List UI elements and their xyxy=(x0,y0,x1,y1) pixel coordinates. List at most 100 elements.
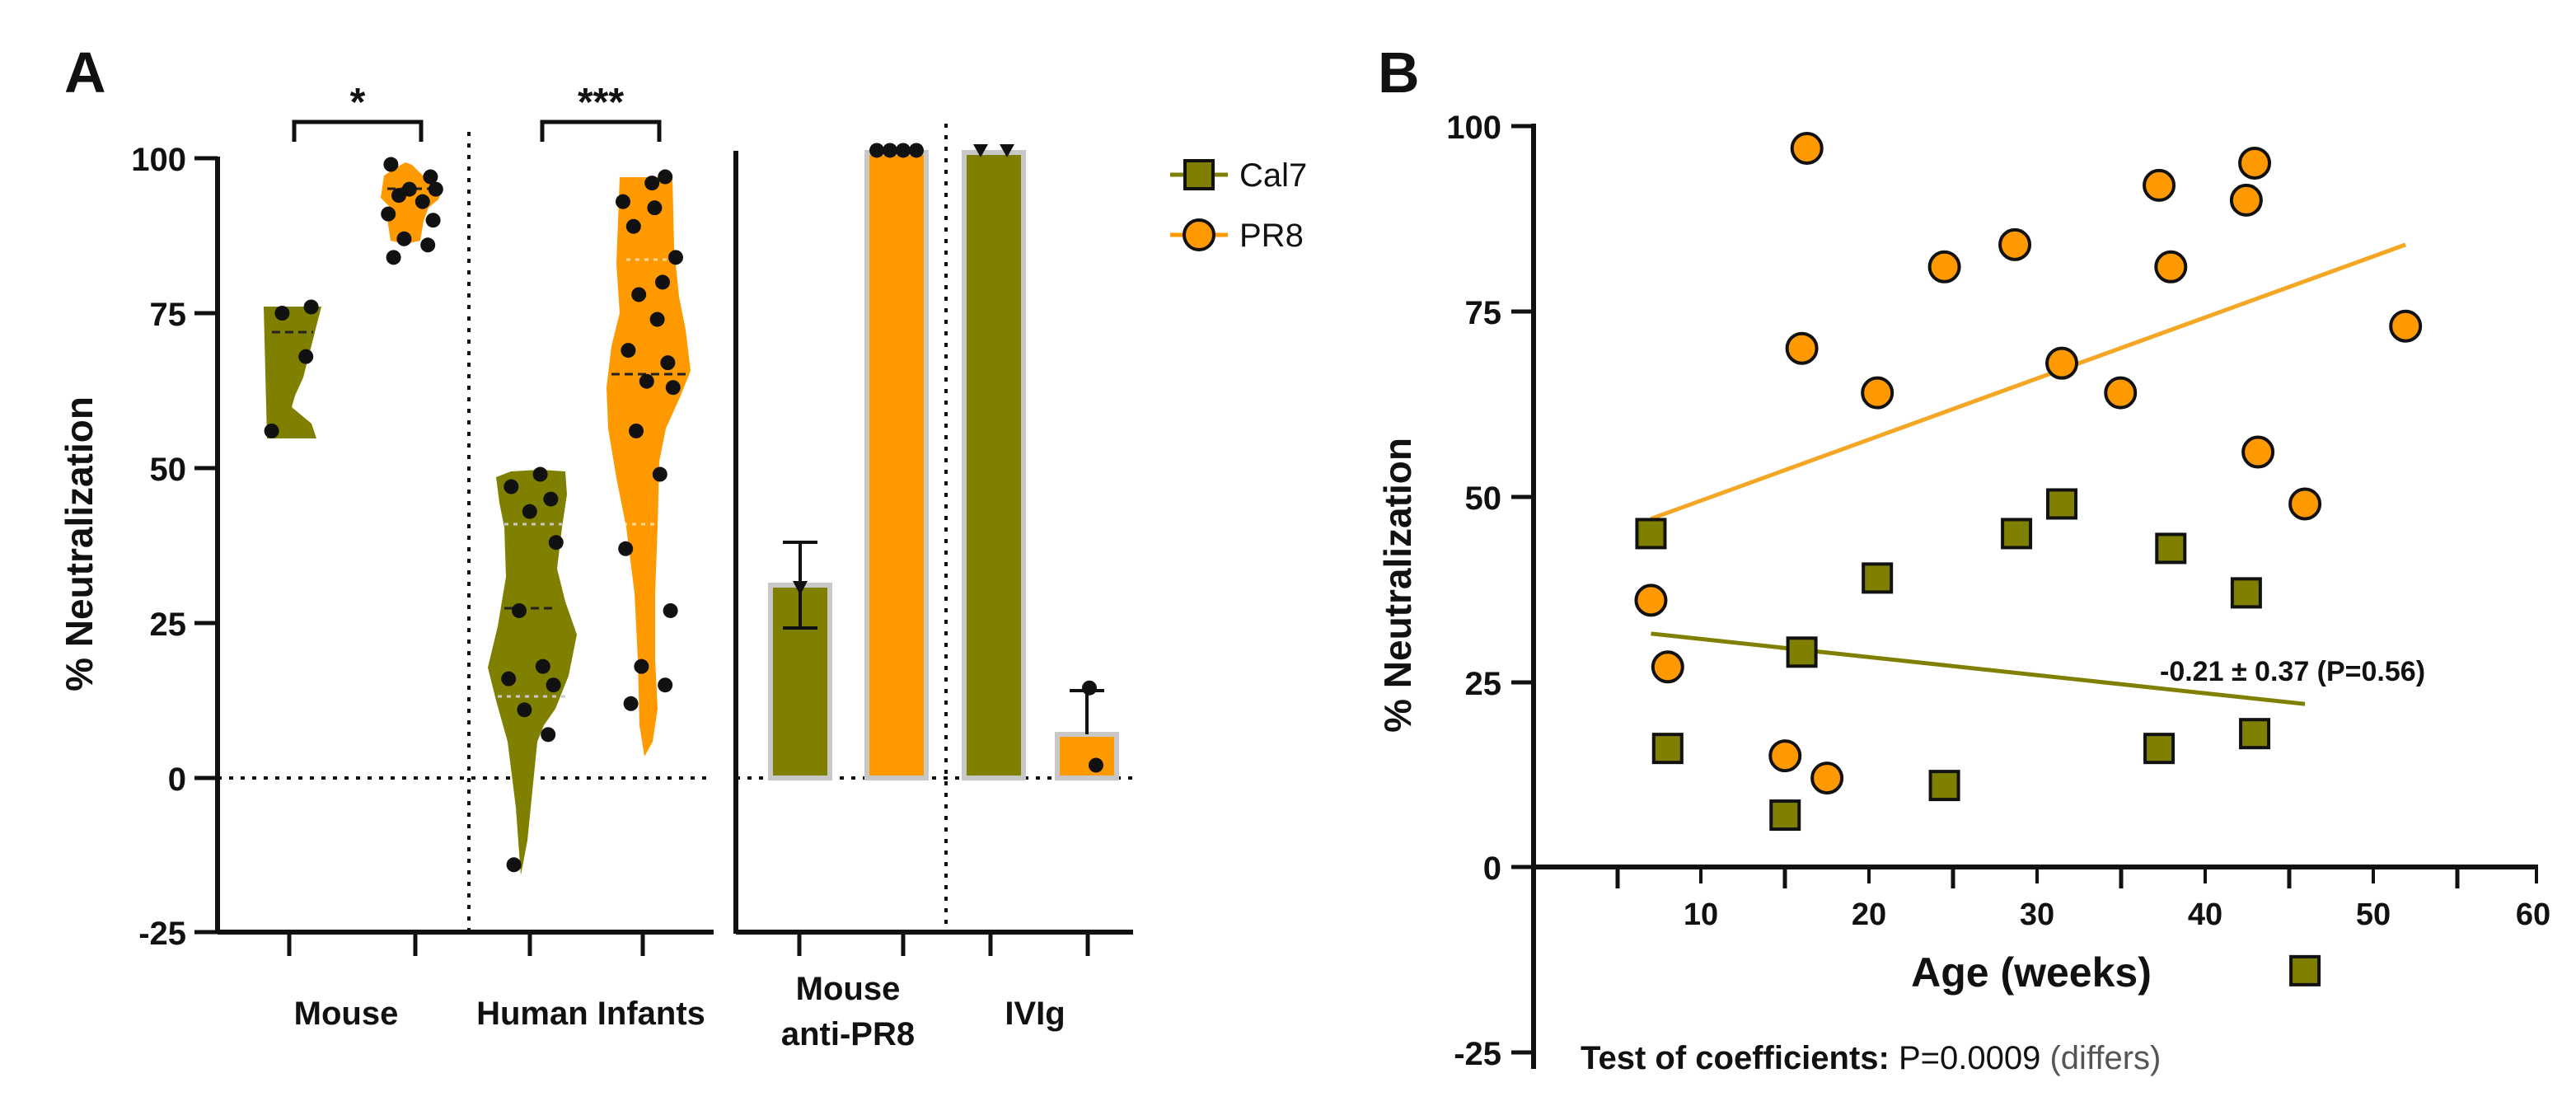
panel-b-x-tick-label: 10 xyxy=(1684,897,1718,932)
panel-b-y-tick-label: 100 xyxy=(1446,110,1501,146)
data-point xyxy=(1082,680,1097,696)
data-point-triangle xyxy=(973,144,988,157)
panel-a-data-points xyxy=(264,143,1103,873)
data-point xyxy=(658,169,673,185)
data-point xyxy=(644,176,660,191)
panel-b-x-tick-label: 40 xyxy=(2188,897,2222,932)
scatter-point-cal7 xyxy=(2289,954,2321,986)
data-point-triangle xyxy=(793,581,808,595)
test-value: P=0.0009 xyxy=(1890,1040,2041,1076)
scatter-point-pr8 xyxy=(2229,183,2263,217)
legend-marker-square xyxy=(1183,159,1215,190)
data-point xyxy=(396,231,412,246)
scatter-point-cal7 xyxy=(1651,733,1684,765)
bar xyxy=(864,150,929,780)
panel-b-x-tick-label: 20 xyxy=(1852,897,1886,932)
data-point xyxy=(501,671,517,687)
data-point xyxy=(264,423,279,438)
data-point xyxy=(535,658,550,674)
data-point xyxy=(541,727,556,743)
data-point xyxy=(629,423,644,438)
data-point xyxy=(386,250,401,265)
data-point xyxy=(616,194,630,209)
data-point xyxy=(665,380,681,396)
test-note: (differs) xyxy=(2040,1040,2161,1076)
scatter-point-pr8 xyxy=(2104,376,2138,410)
bar xyxy=(962,150,1026,780)
panel-b-y-tick-label: -25 xyxy=(1454,1036,1501,1072)
scatter-point-cal7 xyxy=(2046,488,2078,520)
data-point xyxy=(1089,757,1103,773)
group-label-mouse: Mouse xyxy=(294,996,399,1032)
data-point xyxy=(401,181,417,197)
violin-mouse-cal7 xyxy=(264,307,321,438)
scatter-point-pr8 xyxy=(2045,346,2079,380)
scatter-point-pr8 xyxy=(1768,739,1802,773)
scatter-point-pr8 xyxy=(2288,487,2322,521)
violin-shape xyxy=(488,470,577,875)
violin-shape xyxy=(264,307,321,438)
data-point xyxy=(425,213,441,228)
data-point xyxy=(512,602,527,618)
panel-a-label: A xyxy=(64,40,106,105)
scatter-point-pr8 xyxy=(1998,227,2032,261)
data-point xyxy=(423,169,438,185)
data-point xyxy=(517,702,532,718)
data-point xyxy=(649,312,665,327)
scatter-point-pr8 xyxy=(2154,250,2188,284)
scatter-point-pr8 xyxy=(2389,309,2423,343)
panel-a-y-tick-label: -25 xyxy=(138,916,186,952)
bar-anti-pr8-cal7 xyxy=(768,541,832,780)
legend-marker-circle xyxy=(1183,218,1215,251)
panel-a-y-tick-label: 50 xyxy=(150,452,187,488)
data-point xyxy=(639,373,654,389)
scatter-point-pr8 xyxy=(1810,762,1844,795)
group-label-ivig: IVIg xyxy=(1005,996,1065,1032)
panel-a-y-tick-label: 25 xyxy=(150,607,187,643)
scatter-point-cal7 xyxy=(1862,562,1894,594)
data-point xyxy=(428,181,443,197)
data-point xyxy=(652,466,667,482)
data-point xyxy=(420,237,436,253)
scatter-point-pr8 xyxy=(1651,650,1684,684)
data-point xyxy=(647,200,663,216)
data-point xyxy=(663,602,678,618)
sig-label-mouse: * xyxy=(350,81,366,124)
data-point xyxy=(896,143,911,158)
data-point xyxy=(415,194,430,209)
panel-b-y-tick-label: 50 xyxy=(1465,480,1502,517)
panel-a-y-axis-title: % Neutralization xyxy=(58,396,101,691)
data-point xyxy=(506,857,522,873)
panel-b-x-axis-title: Age (weeks) xyxy=(1911,949,2152,996)
data-point xyxy=(668,250,683,265)
data-point xyxy=(522,504,537,519)
data-point xyxy=(909,143,924,158)
data-point xyxy=(623,696,639,711)
sig-label-human: *** xyxy=(578,81,624,124)
scatter-point-pr8 xyxy=(2143,168,2176,202)
group-label-mouse-anti-pr8-line2: anti-PR8 xyxy=(781,1016,915,1052)
data-point xyxy=(883,143,897,158)
panel-b-y-axis-title: % Neutralization xyxy=(1376,438,1419,733)
scatter-point-pr8 xyxy=(2238,146,2272,180)
scatter-point-pr8 xyxy=(1634,583,1668,617)
data-point xyxy=(869,143,884,158)
panel-a-y-tick-label: 75 xyxy=(150,297,187,333)
data-point xyxy=(303,299,319,315)
data-point xyxy=(274,306,290,321)
scatter-point-cal7 xyxy=(2230,577,2262,609)
data-point xyxy=(381,206,396,222)
panel-b-test-of-coefficients: Test of coefficients: P=0.0009 (differs) xyxy=(1581,1040,2161,1076)
panel-b-x-tick-label: 60 xyxy=(2516,897,2550,932)
scatter-point-cal7 xyxy=(2143,733,2176,765)
data-point xyxy=(543,491,559,507)
violin-human-pr8 xyxy=(607,177,691,757)
fit-line-cal7 xyxy=(1651,631,2306,706)
data-point xyxy=(621,343,636,358)
data-point xyxy=(298,349,314,364)
data-point xyxy=(655,274,670,290)
scatter-point-cal7 xyxy=(1928,770,1960,802)
legend-label-cal7: Cal7 xyxy=(1239,157,1307,194)
bar xyxy=(1055,732,1119,780)
